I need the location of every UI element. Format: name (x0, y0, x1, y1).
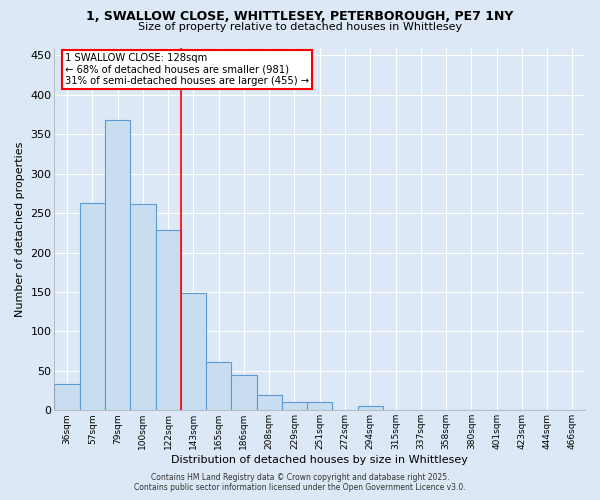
Bar (80, 203, 105, 410)
Bar (155, 230, 181, 410)
Bar (181, 293, 206, 410)
Bar (282, 402, 307, 410)
Text: Size of property relative to detached houses in Whittlesey: Size of property relative to detached ho… (138, 22, 462, 32)
Bar (307, 402, 332, 410)
Text: 1, SWALLOW CLOSE, WHITTLESEY, PETERBOROUGH, PE7 1NY: 1, SWALLOW CLOSE, WHITTLESEY, PETERBOROU… (86, 10, 514, 23)
Bar (232, 375, 257, 410)
Bar (55, 384, 80, 410)
Bar (130, 204, 155, 410)
X-axis label: Distribution of detached houses by size in Whittlesey: Distribution of detached houses by size … (171, 455, 468, 465)
Bar (358, 406, 383, 410)
Bar (257, 394, 282, 410)
Bar (206, 362, 232, 410)
Bar (105, 120, 130, 410)
Y-axis label: Number of detached properties: Number of detached properties (15, 141, 25, 316)
Text: 1 SWALLOW CLOSE: 128sqm
← 68% of detached houses are smaller (981)
31% of semi-d: 1 SWALLOW CLOSE: 128sqm ← 68% of detache… (65, 53, 309, 86)
Text: Contains HM Land Registry data © Crown copyright and database right 2025.
Contai: Contains HM Land Registry data © Crown c… (134, 473, 466, 492)
